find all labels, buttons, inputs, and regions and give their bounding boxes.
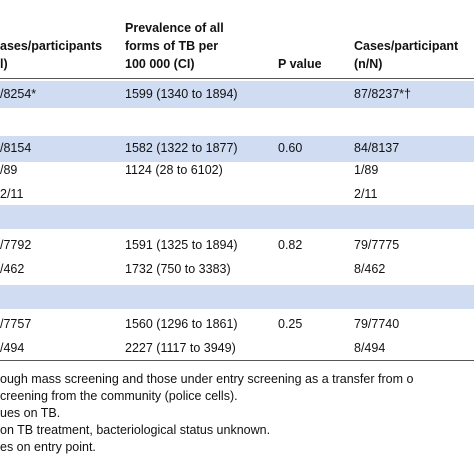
- cell: 1582 (1322 to 1877): [125, 141, 238, 155]
- cell: 0.25: [278, 317, 303, 331]
- cell: 79/7775: [354, 238, 400, 252]
- cell: /8154: [0, 141, 32, 155]
- footnote: creening from the community (police cell…: [0, 389, 238, 403]
- cell: 1591 (1325 to 1894): [125, 238, 238, 252]
- table-bottom-rule: [0, 360, 474, 361]
- row-band: [0, 81, 474, 108]
- cell: 79/7740: [354, 317, 400, 331]
- cell: 84/8137: [354, 141, 400, 155]
- cell: 2/11: [0, 187, 24, 201]
- cell: 2227 (1117 to 3949): [125, 341, 236, 355]
- header-rule: [0, 78, 474, 79]
- footnote: on TB treatment, bacteriological status …: [0, 423, 271, 437]
- cell: 8/462: [354, 262, 386, 276]
- header-col2-line2: forms of TB per: [125, 39, 219, 53]
- cell: 87/8237*†: [354, 87, 412, 101]
- header-col1-line2: l): [0, 57, 8, 71]
- cell: 8/494: [354, 341, 386, 355]
- footnote: ough mass screening and those under entr…: [0, 372, 414, 386]
- row-band: [0, 205, 474, 229]
- row-band: [0, 285, 474, 309]
- header-col3: P value: [278, 57, 322, 71]
- cell: /89: [0, 163, 18, 177]
- header-col2-line3: 100 000 (CI): [125, 57, 195, 71]
- cell: 1599 (1340 to 1894): [125, 87, 238, 101]
- cell: 0.82: [278, 238, 303, 252]
- cell: /494: [0, 341, 25, 355]
- header-col4-line2: (n/N): [354, 57, 383, 71]
- cell: /8254*: [0, 87, 37, 101]
- cell: 1732 (750 to 3383): [125, 262, 231, 276]
- cell: 1124 (28 to 6102): [125, 163, 223, 177]
- cell: 2/11: [354, 187, 378, 201]
- footnote: es on entry point.: [0, 440, 96, 454]
- header-col4-line1: Cases/participant: [354, 39, 459, 53]
- row-band: [0, 136, 474, 162]
- cell: 1560 (1296 to 1861): [125, 317, 238, 331]
- header-col1-line1: ases/participants: [0, 39, 103, 53]
- cell: 0.60: [278, 141, 303, 155]
- cell: /7792: [0, 238, 32, 252]
- cell: /7757: [0, 317, 32, 331]
- header-col2-line1: Prevalence of all: [125, 21, 224, 35]
- cell: /462: [0, 262, 25, 276]
- footnote: ues on TB.: [0, 406, 61, 420]
- cell: 1/89: [354, 163, 379, 177]
